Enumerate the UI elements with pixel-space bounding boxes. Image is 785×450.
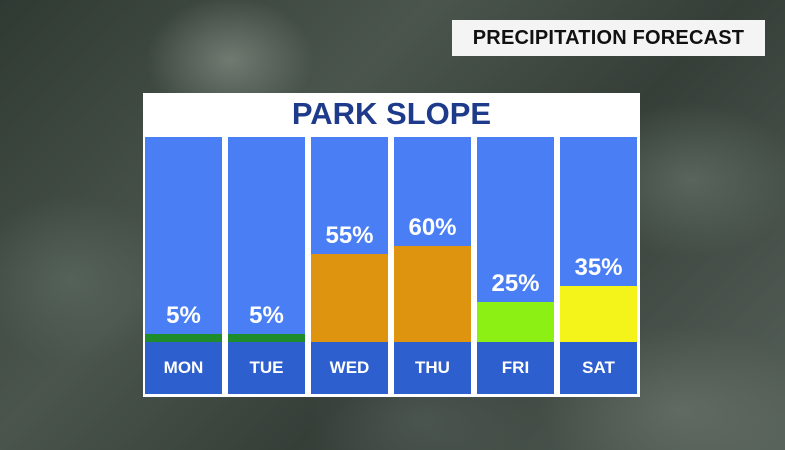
value-label-fri: 25% [491,270,540,297]
value-label-thu: 60% [408,214,457,241]
bar-tue [228,334,305,342]
column-sat: 35% SAT [560,137,637,394]
day-label-thu: THU [394,342,471,394]
day-label-fri: FRI [477,342,554,394]
value-label-sat: 35% [574,254,623,281]
day-label-tue: TUE [228,342,305,394]
column-fri: 25% FRI [477,137,554,394]
value-label-tue: 5% [249,302,284,329]
bar-sat [560,286,637,342]
column-mon: 5% MON [145,137,222,394]
bar-fri [477,302,554,342]
bar-mon [145,334,222,342]
day-label-mon: MON [145,342,222,394]
day-label-sat: SAT [560,342,637,394]
day-label-wed: WED [311,342,388,394]
bar-thu [394,246,471,342]
column-tue: 5% TUE [228,137,305,394]
value-label-wed: 55% [325,222,374,249]
column-wed: 55% WED [311,137,388,394]
precipitation-forecast-tag: PRECIPITATION FORECAST [452,20,765,56]
bar-wed [311,254,388,342]
value-label-mon: 5% [166,302,201,329]
column-thu: 60% THU [394,137,471,394]
chart-panel: 5% MON 5% TUE 55% WED 60% THU 25% FRI 35% SAT [143,134,640,397]
chart-title: PARK SLOPE [143,93,640,134]
